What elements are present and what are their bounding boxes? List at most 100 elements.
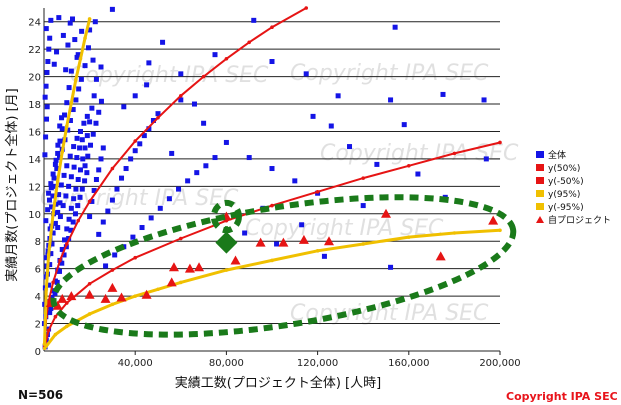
curve-point bbox=[110, 302, 115, 307]
all-projects-point bbox=[84, 170, 90, 176]
all-projects-point bbox=[68, 68, 74, 74]
all-projects-point bbox=[74, 54, 80, 60]
all-projects-point bbox=[75, 52, 81, 58]
all-projects-point bbox=[90, 131, 96, 137]
all-projects-point bbox=[150, 118, 156, 124]
all-projects-point bbox=[48, 181, 54, 187]
legend-marker bbox=[536, 164, 544, 171]
all-projects-point bbox=[144, 82, 150, 88]
all-projects-point bbox=[43, 134, 49, 140]
curve-point bbox=[201, 74, 206, 79]
curve-point bbox=[76, 218, 80, 223]
all-projects-point bbox=[60, 203, 66, 209]
curve-point bbox=[69, 100, 74, 105]
all-projects-point bbox=[84, 133, 90, 139]
all-projects-point bbox=[56, 192, 62, 198]
all-projects-point bbox=[71, 164, 77, 170]
all-projects-point bbox=[388, 97, 394, 103]
all-projects-point bbox=[68, 174, 74, 180]
all-projects-point bbox=[60, 32, 66, 38]
all-projects-point bbox=[212, 155, 218, 161]
all-projects-point bbox=[251, 17, 257, 23]
all-projects-point bbox=[269, 166, 275, 172]
all-projects-point bbox=[483, 156, 489, 162]
all-projects-point bbox=[114, 186, 120, 192]
annotations bbox=[50, 194, 517, 338]
all-projects-point bbox=[201, 120, 207, 126]
all-projects-point bbox=[70, 16, 75, 22]
all-projects-point bbox=[59, 246, 65, 252]
all-projects-point bbox=[57, 268, 63, 274]
own-project-point bbox=[107, 282, 118, 292]
all-projects-point bbox=[89, 198, 95, 204]
all-projects-point bbox=[82, 145, 88, 151]
all-projects-point bbox=[321, 253, 327, 259]
all-projects-point bbox=[85, 153, 91, 159]
all-projects-point bbox=[46, 46, 52, 52]
all-projects-point bbox=[52, 290, 58, 296]
all-projects-point bbox=[74, 155, 80, 161]
legend-marker bbox=[536, 190, 544, 197]
curve-point bbox=[51, 212, 55, 216]
curve-point bbox=[224, 268, 229, 272]
all-projects-point bbox=[98, 98, 104, 104]
curve-point bbox=[304, 6, 309, 10]
own-project-point bbox=[52, 300, 63, 310]
all-projects-point bbox=[299, 222, 305, 228]
legend-label: y(-50%) bbox=[548, 177, 584, 187]
all-projects-point bbox=[81, 120, 87, 126]
all-projects-point bbox=[57, 214, 63, 220]
curve-point bbox=[53, 314, 58, 319]
all-projects-point bbox=[77, 167, 83, 173]
own-project-point bbox=[84, 289, 95, 299]
curve-point bbox=[110, 268, 115, 272]
all-projects-point bbox=[59, 260, 65, 266]
all-projects-point bbox=[67, 153, 73, 159]
all-projects-point bbox=[57, 155, 63, 161]
all-projects-point bbox=[92, 19, 98, 25]
x-axis-label: 実績工数(プロジェクト全体) [人時] bbox=[175, 375, 381, 391]
all-projects-point bbox=[57, 123, 63, 129]
all-projects-point bbox=[146, 126, 152, 132]
all-projects-point bbox=[178, 71, 184, 77]
all-projects-point bbox=[91, 187, 97, 193]
legend: 全体 y(50%) y(-50%) y(95%) y(-95%)自プロジェクト bbox=[536, 149, 611, 226]
all-projects-point bbox=[73, 97, 79, 103]
all-projects-point bbox=[203, 163, 209, 169]
x-tick-label: 160,000 bbox=[388, 358, 429, 369]
all-projects-point bbox=[61, 252, 67, 258]
own-project-point bbox=[488, 215, 499, 225]
legend-label: y(-95%) bbox=[548, 203, 584, 213]
all-projects-point bbox=[132, 148, 138, 154]
curve-point bbox=[179, 280, 183, 285]
copyright-text: Copyright IPA SEC bbox=[506, 390, 618, 403]
curve-point bbox=[315, 190, 320, 194]
all-projects-point bbox=[43, 26, 49, 32]
series-layer bbox=[41, 6, 502, 351]
all-projects-point bbox=[66, 85, 72, 91]
all-projects-point bbox=[59, 126, 65, 132]
all-projects-point bbox=[481, 97, 487, 103]
own-project-point bbox=[168, 262, 179, 272]
all-projects-point bbox=[57, 200, 63, 206]
all-projects-point bbox=[223, 139, 229, 145]
curve-point bbox=[87, 281, 92, 286]
legend-label: 全体 bbox=[548, 149, 566, 161]
own-project-point bbox=[184, 263, 195, 273]
curve-point bbox=[179, 236, 183, 241]
all-projects-point bbox=[109, 6, 115, 12]
all-projects-point bbox=[415, 171, 421, 177]
all-projects-point bbox=[146, 60, 152, 66]
curve-point bbox=[361, 176, 366, 180]
legend-label: y(95%) bbox=[548, 190, 580, 200]
all-projects-point bbox=[82, 163, 88, 169]
curve-point bbox=[65, 242, 69, 246]
all-projects-point bbox=[335, 93, 341, 99]
all-projects-point bbox=[71, 196, 77, 202]
all-projects-point bbox=[68, 205, 74, 211]
all-projects-point bbox=[82, 178, 88, 184]
all-projects-point bbox=[93, 120, 99, 126]
all-projects-point bbox=[65, 42, 71, 48]
all-projects-point bbox=[55, 150, 61, 156]
